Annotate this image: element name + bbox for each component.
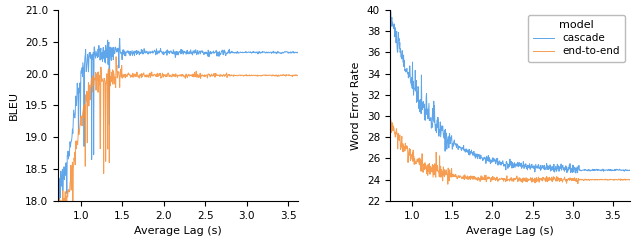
cascade (454, 148, 462, 151)
end-to-end (387, 117, 394, 120)
cascade (463, 148, 470, 151)
Legend: cascade, end-to-end: cascade, end-to-end (528, 15, 625, 62)
end-to-end (604, 178, 611, 181)
end-to-end (454, 175, 462, 178)
cascade (387, 8, 394, 11)
end-to-end (463, 177, 470, 180)
cascade (573, 171, 581, 174)
Line: end-to-end: end-to-end (390, 118, 630, 184)
Line: cascade: cascade (390, 10, 630, 173)
Y-axis label: BLEU: BLEU (9, 91, 19, 120)
X-axis label: Average Lag (s): Average Lag (s) (134, 226, 222, 236)
end-to-end (627, 178, 634, 181)
cascade (445, 135, 453, 137)
cascade (572, 172, 580, 174)
cascade (604, 169, 611, 171)
cascade (544, 164, 552, 167)
Y-axis label: Word Error Rate: Word Error Rate (351, 61, 361, 149)
end-to-end (545, 178, 552, 181)
X-axis label: Average Lag (s): Average Lag (s) (466, 226, 554, 236)
cascade (627, 168, 634, 171)
end-to-end (573, 179, 581, 182)
end-to-end (444, 183, 452, 186)
end-to-end (445, 168, 453, 171)
